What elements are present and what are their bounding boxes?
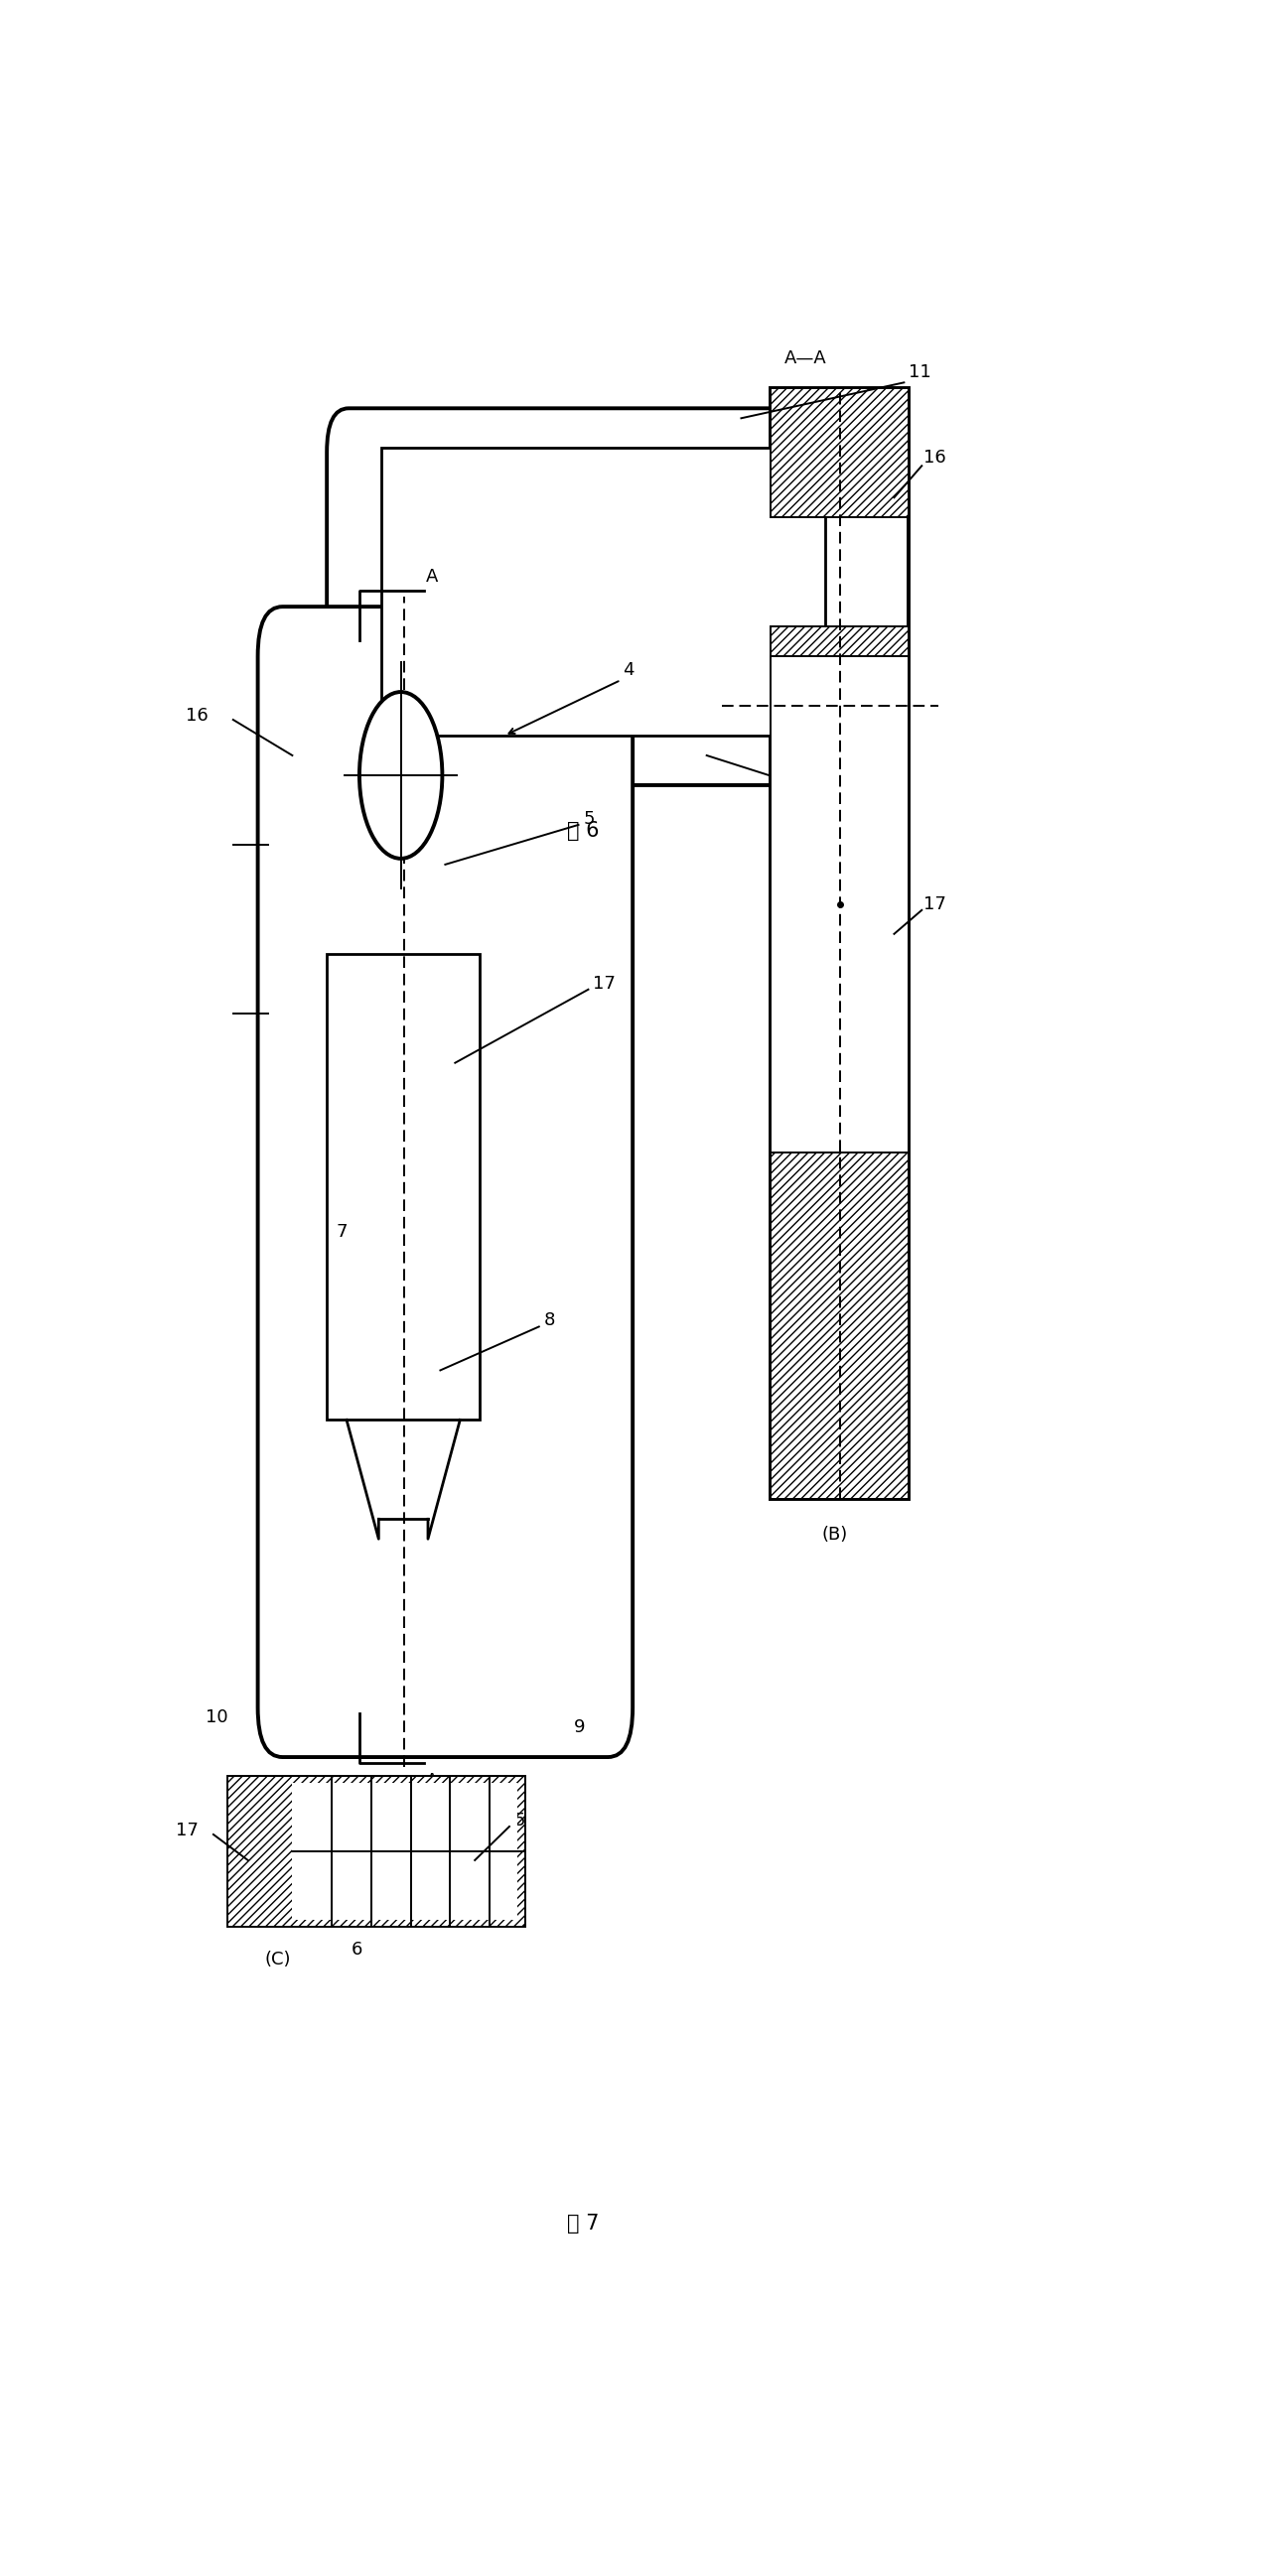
Text: 4: 4 (622, 662, 634, 680)
Bar (771, 657, 909, 1151)
Text: 10: 10 (206, 1708, 228, 1726)
Bar (228, 1777, 524, 1927)
Text: 17: 17 (593, 974, 616, 992)
Text: 6: 6 (351, 1940, 362, 1958)
FancyBboxPatch shape (327, 410, 880, 786)
Text: 17: 17 (924, 896, 946, 912)
Text: 12: 12 (771, 773, 793, 791)
Text: 5: 5 (514, 1811, 526, 1829)
Bar (771, 626, 909, 1499)
Text: 16: 16 (186, 706, 209, 724)
Text: 图 6: 图 6 (568, 822, 600, 840)
Text: (A): (A) (334, 1777, 360, 1795)
Text: A—A: A—A (784, 350, 826, 368)
Bar (293, 1783, 517, 1919)
Text: 16: 16 (924, 448, 946, 466)
Text: 11: 11 (909, 363, 932, 381)
Text: 8: 8 (544, 1311, 555, 1329)
Text: A: A (425, 1772, 438, 1790)
Bar (228, 1777, 524, 1927)
Bar (771, 389, 909, 518)
Text: (B): (B) (822, 1525, 848, 1543)
Text: (C): (C) (265, 1950, 290, 1968)
Bar (327, 953, 480, 1419)
FancyBboxPatch shape (257, 608, 633, 1757)
Text: 17: 17 (176, 1821, 199, 1839)
Text: A: A (425, 567, 438, 585)
Text: 5: 5 (583, 809, 594, 827)
Circle shape (359, 693, 442, 858)
Text: 图 7: 图 7 (568, 2213, 600, 2233)
Bar (771, 389, 909, 1499)
Text: 7: 7 (336, 1224, 348, 1242)
Text: 9: 9 (573, 1718, 584, 1736)
Bar (381, 448, 825, 737)
